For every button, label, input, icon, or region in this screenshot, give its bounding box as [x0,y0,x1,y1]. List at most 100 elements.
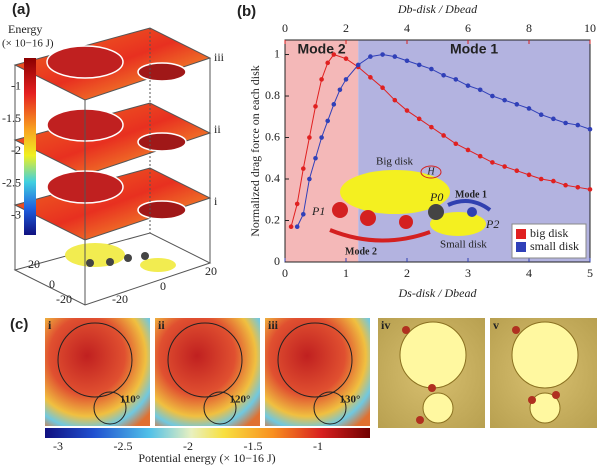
data-point [526,172,532,178]
layer-label: i [214,194,218,208]
axis-tick-label: 20 [205,264,217,278]
disks [399,321,579,424]
data-point [502,97,507,103]
axis-tick-label: -20 [112,292,128,306]
colorbar-tick-label: -2 [183,439,193,453]
data-point [392,97,398,103]
inset-label: Big disk [376,156,413,168]
region-label: Mode 2 [297,41,345,57]
data-point [465,147,471,153]
data-point [453,141,459,147]
panel-label: (c) [10,316,28,333]
x-tick-label: 1 [343,266,349,280]
disk-outline [137,132,187,152]
data-point [319,135,324,140]
x2-axis-label: Db-disk / Dbead [397,2,478,16]
colorbar [24,58,36,235]
y-tick-label: 0.4 [265,171,280,185]
colorbar-tick-label: -3 [11,207,21,221]
x2-tick-label: 4 [404,21,410,35]
data-point [294,224,300,230]
x-tick-label: 2 [404,266,410,280]
mode1-arrow [447,199,492,212]
small-disk [430,212,486,236]
panel-b: (b)Mode 2 Mode 10 1 2 3 4 50 2 4 6 8 1000.20.40.60.… [237,2,596,300]
angle-label: 130° [340,394,361,406]
y-axis-label: Normalized drag force on each disk [248,65,262,237]
data-point [343,77,349,82]
x2-tick-label: 10 [584,21,596,35]
subpanel-label: i [48,318,52,332]
bead [399,215,413,229]
disk-outline [46,45,124,79]
data-point [337,87,343,93]
data-point [538,112,544,117]
data-point [331,52,337,57]
data-point [416,62,422,68]
disk-outline [137,200,187,220]
base-disk [65,243,125,267]
data-point [563,120,568,126]
inset-label: H [426,166,435,177]
inset-label: P0 [429,190,443,204]
data-point [551,116,556,122]
y-tick-label: 0 [274,254,280,268]
data-point [441,133,446,138]
data-point [301,166,306,171]
legend-label: big disk [530,226,568,240]
colorbar [45,428,370,438]
data-point [490,160,495,165]
legend-swatch [516,229,526,239]
region-label: Mode 1 [450,41,498,57]
layer-label: iii [214,50,225,64]
data-point [538,176,544,182]
subpanel-label: ii [158,318,165,332]
field-map [155,318,260,426]
colorbar-unit: (× 10−16 J) [2,38,54,50]
data-point [288,224,294,230]
x-tick-label: 3 [465,266,471,280]
plot-frame [284,39,591,263]
bead [141,252,149,260]
colorbar-tick-label: -1 [313,439,323,453]
big-disk [340,170,450,214]
data-point [392,54,398,59]
data-point [355,62,361,68]
inset-label: P1 [311,204,325,218]
bead [467,207,477,217]
axis-tick-label: 0 [49,277,55,291]
axis-tick-label: 0 [160,279,166,293]
data-point [477,153,483,159]
mode-region [285,40,359,262]
data-point [307,135,312,140]
bead [332,202,348,218]
colorbar-tick-label: -2.5 [2,175,21,189]
data-point [477,87,483,93]
x-tick-label: 4 [526,266,532,280]
colorbar-tick-label: -1.5 [244,439,263,453]
field-map [265,318,370,426]
data-point [575,185,581,190]
colorbar-tick-label: -2.5 [114,439,133,453]
inset-label: Small disk [440,239,487,251]
data-point [368,75,373,80]
data-point [429,66,434,72]
x2-tick-label: 8 [526,21,532,35]
inset-label: Mode 1 [455,189,487,200]
data-point [453,77,459,82]
inset-label: P2 [485,217,499,231]
colorbar-tick-label: -1 [11,79,21,93]
x-axis-label: Ds-disk / Dbead [398,286,478,300]
data-point [441,72,446,78]
disk-outline [137,62,187,82]
layer-label: ii [214,122,221,136]
data-point [526,106,532,111]
data-point [325,60,331,66]
data-point [416,116,422,122]
y-tick-label: 1 [274,46,280,60]
subpanel-label: iii [268,318,279,332]
colorbar-tick-label: -2 [11,143,21,157]
bead [106,258,114,266]
